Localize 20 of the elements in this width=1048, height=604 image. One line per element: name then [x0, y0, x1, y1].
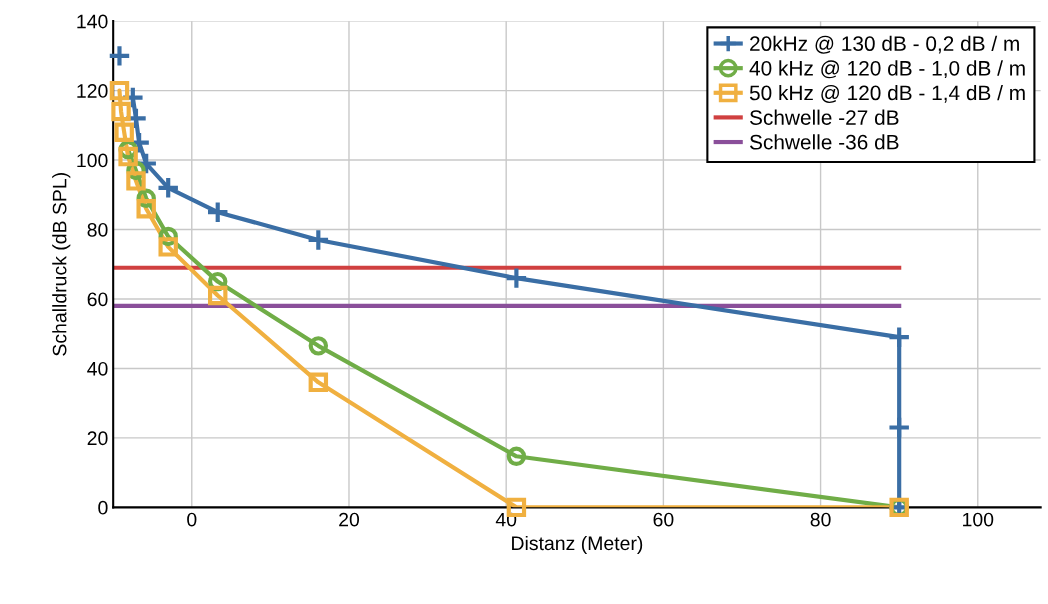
legend-label: 50 kHz @ 120 dB - 1,4 dB / m: [749, 84, 1025, 103]
x-axis-title: Distanz (Meter): [512, 535, 643, 555]
y-tick-label: 140: [77, 14, 108, 29]
y-tick-label: 0: [98, 500, 108, 515]
x-tick-label: 100: [963, 512, 994, 527]
y-tick-label: 20: [87, 431, 108, 446]
legend-label: Schwelle -36 dB: [749, 134, 899, 150]
y-axis-title: Schalldruck (dB SPL): [52, 173, 71, 356]
x-tick-label: 0: [187, 512, 197, 527]
x-tick-label: 80: [810, 512, 831, 527]
y-tick-label: 40: [87, 361, 108, 376]
y-tick-label: 80: [87, 222, 108, 237]
legend-label: 20kHz @ 130 dB - 0,2 dB / m: [750, 35, 1019, 54]
legend-label: Schwelle -27 dB: [749, 109, 899, 125]
y-tick-label: 60: [87, 292, 108, 307]
legend-label: 40 kHz @ 120 dB - 1,0 dB / m: [749, 60, 1025, 79]
x-tick-label: 60: [653, 512, 674, 527]
x-tick-label: 20: [339, 512, 360, 527]
y-tick-label: 120: [77, 84, 108, 98]
y-tick-label: 100: [77, 153, 108, 168]
